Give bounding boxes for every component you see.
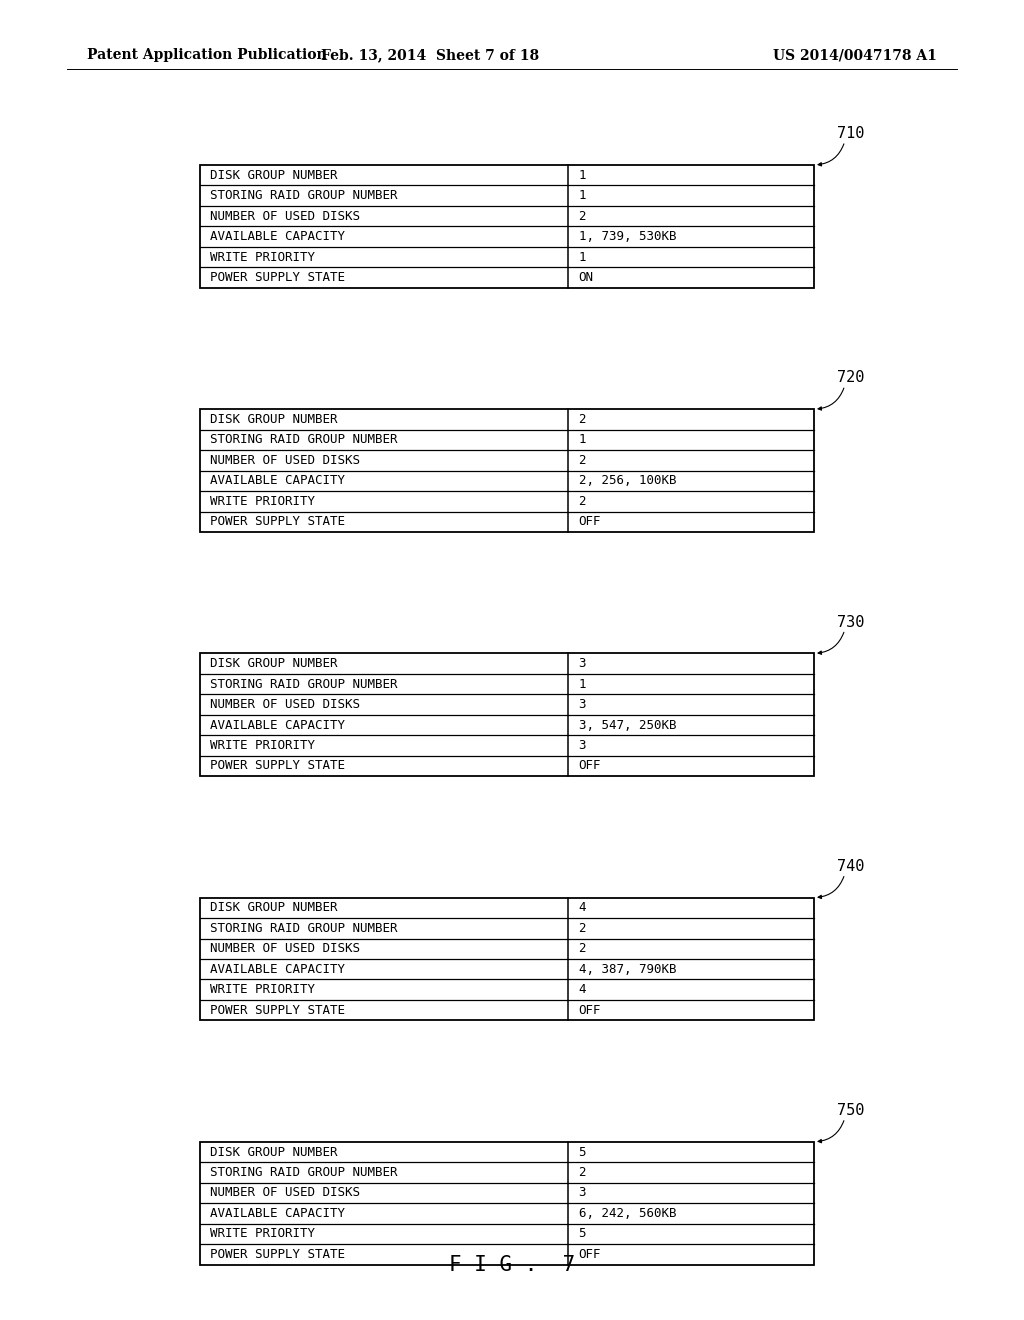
- Text: 3, 547, 250KB: 3, 547, 250KB: [579, 718, 676, 731]
- Text: 2: 2: [579, 921, 586, 935]
- Text: Patent Application Publication: Patent Application Publication: [87, 49, 327, 62]
- FancyBboxPatch shape: [200, 409, 814, 532]
- Text: NUMBER OF USED DISKS: NUMBER OF USED DISKS: [210, 210, 359, 223]
- Text: AVAILABLE CAPACITY: AVAILABLE CAPACITY: [210, 1206, 345, 1220]
- Text: POWER SUPPLY STATE: POWER SUPPLY STATE: [210, 1247, 345, 1261]
- Text: 6, 242, 560KB: 6, 242, 560KB: [579, 1206, 676, 1220]
- Text: 5: 5: [579, 1146, 586, 1159]
- Text: 750: 750: [837, 1104, 864, 1118]
- Text: 2: 2: [579, 495, 586, 508]
- Text: OFF: OFF: [579, 1247, 601, 1261]
- Text: WRITE PRIORITY: WRITE PRIORITY: [210, 739, 315, 752]
- Text: US 2014/0047178 A1: US 2014/0047178 A1: [773, 49, 937, 62]
- Text: STORING RAID GROUP NUMBER: STORING RAID GROUP NUMBER: [210, 433, 397, 446]
- Text: 1: 1: [579, 169, 586, 182]
- Text: AVAILABLE CAPACITY: AVAILABLE CAPACITY: [210, 962, 345, 975]
- Text: 2: 2: [579, 210, 586, 223]
- Text: 4: 4: [579, 902, 586, 915]
- Text: 710: 710: [837, 127, 864, 141]
- Text: WRITE PRIORITY: WRITE PRIORITY: [210, 251, 315, 264]
- Text: 1: 1: [579, 677, 586, 690]
- Text: Feb. 13, 2014  Sheet 7 of 18: Feb. 13, 2014 Sheet 7 of 18: [321, 49, 540, 62]
- Text: DISK GROUP NUMBER: DISK GROUP NUMBER: [210, 902, 338, 915]
- Text: 1: 1: [579, 189, 586, 202]
- Text: POWER SUPPLY STATE: POWER SUPPLY STATE: [210, 759, 345, 772]
- Text: 3: 3: [579, 1187, 586, 1200]
- Text: WRITE PRIORITY: WRITE PRIORITY: [210, 495, 315, 508]
- Text: 4: 4: [579, 983, 586, 997]
- Text: 4, 387, 790KB: 4, 387, 790KB: [579, 962, 676, 975]
- Text: AVAILABLE CAPACITY: AVAILABLE CAPACITY: [210, 718, 345, 731]
- Text: 2: 2: [579, 454, 586, 467]
- Text: 2: 2: [579, 413, 586, 426]
- Text: 720: 720: [837, 371, 864, 385]
- FancyBboxPatch shape: [200, 165, 814, 288]
- Text: POWER SUPPLY STATE: POWER SUPPLY STATE: [210, 515, 345, 528]
- Text: 730: 730: [837, 615, 864, 630]
- Text: NUMBER OF USED DISKS: NUMBER OF USED DISKS: [210, 454, 359, 467]
- FancyBboxPatch shape: [200, 898, 814, 1020]
- Text: AVAILABLE CAPACITY: AVAILABLE CAPACITY: [210, 230, 345, 243]
- Text: STORING RAID GROUP NUMBER: STORING RAID GROUP NUMBER: [210, 677, 397, 690]
- Text: 1: 1: [579, 433, 586, 446]
- Text: ON: ON: [579, 271, 594, 284]
- Text: 3: 3: [579, 657, 586, 671]
- Text: WRITE PRIORITY: WRITE PRIORITY: [210, 1228, 315, 1241]
- Text: NUMBER OF USED DISKS: NUMBER OF USED DISKS: [210, 1187, 359, 1200]
- Text: 3: 3: [579, 739, 586, 752]
- Text: 2, 256, 100KB: 2, 256, 100KB: [579, 474, 676, 487]
- FancyBboxPatch shape: [200, 653, 814, 776]
- Text: OFF: OFF: [579, 759, 601, 772]
- Text: POWER SUPPLY STATE: POWER SUPPLY STATE: [210, 271, 345, 284]
- Text: DISK GROUP NUMBER: DISK GROUP NUMBER: [210, 1146, 338, 1159]
- Text: 1, 739, 530KB: 1, 739, 530KB: [579, 230, 676, 243]
- Text: F I G .  7: F I G . 7: [449, 1254, 575, 1275]
- Text: 3: 3: [579, 698, 586, 711]
- Text: 2: 2: [579, 1166, 586, 1179]
- Text: OFF: OFF: [579, 1003, 601, 1016]
- Text: OFF: OFF: [579, 515, 601, 528]
- Text: DISK GROUP NUMBER: DISK GROUP NUMBER: [210, 169, 338, 182]
- Text: 740: 740: [837, 859, 864, 874]
- Text: DISK GROUP NUMBER: DISK GROUP NUMBER: [210, 657, 338, 671]
- Text: AVAILABLE CAPACITY: AVAILABLE CAPACITY: [210, 474, 345, 487]
- FancyBboxPatch shape: [200, 1142, 814, 1265]
- Text: 2: 2: [579, 942, 586, 956]
- Text: WRITE PRIORITY: WRITE PRIORITY: [210, 983, 315, 997]
- Text: NUMBER OF USED DISKS: NUMBER OF USED DISKS: [210, 942, 359, 956]
- Text: STORING RAID GROUP NUMBER: STORING RAID GROUP NUMBER: [210, 921, 397, 935]
- Text: DISK GROUP NUMBER: DISK GROUP NUMBER: [210, 413, 338, 426]
- Text: 1: 1: [579, 251, 586, 264]
- Text: STORING RAID GROUP NUMBER: STORING RAID GROUP NUMBER: [210, 1166, 397, 1179]
- Text: NUMBER OF USED DISKS: NUMBER OF USED DISKS: [210, 698, 359, 711]
- Text: POWER SUPPLY STATE: POWER SUPPLY STATE: [210, 1003, 345, 1016]
- Text: 5: 5: [579, 1228, 586, 1241]
- Text: STORING RAID GROUP NUMBER: STORING RAID GROUP NUMBER: [210, 189, 397, 202]
